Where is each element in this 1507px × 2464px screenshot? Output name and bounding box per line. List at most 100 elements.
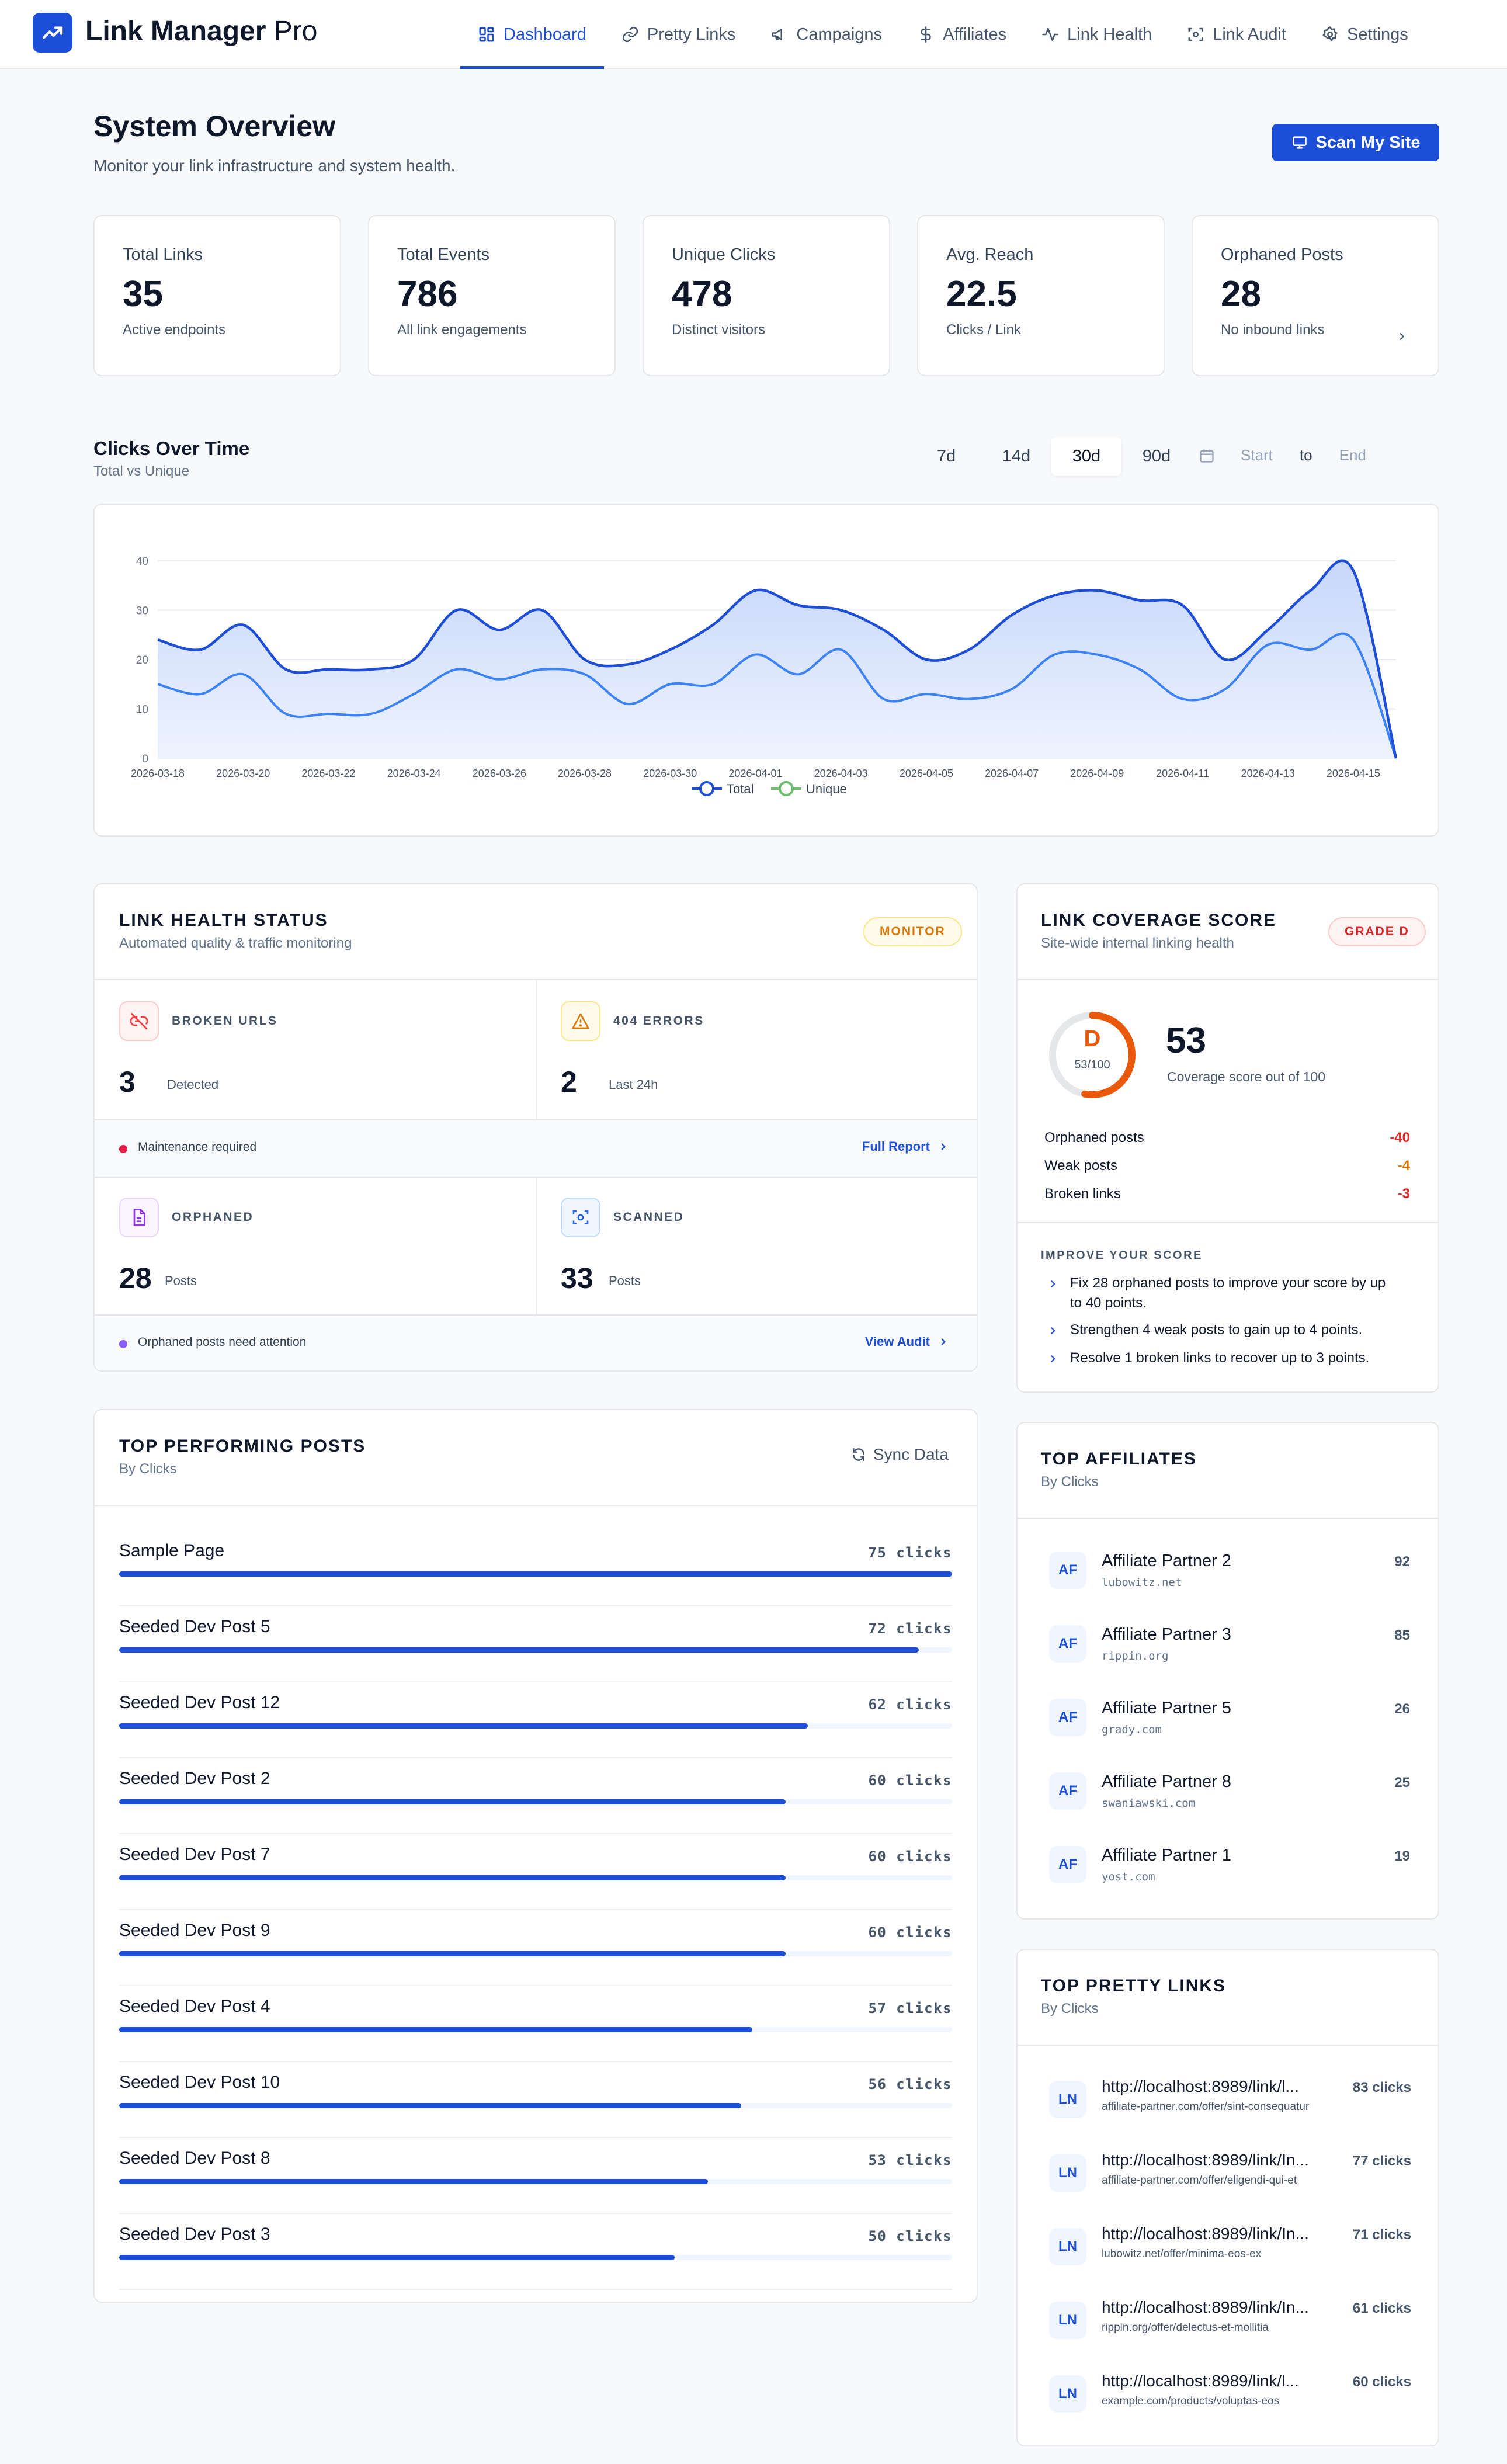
affiliate-name: Affiliate Partner 5 (1102, 1699, 1231, 1717)
post-progress-track (119, 1571, 952, 1577)
range-90d-button[interactable]: 90d (1142, 446, 1171, 466)
megaphone-icon (772, 29, 783, 40)
start-date-input[interactable]: Start (1241, 446, 1273, 464)
top-post-row[interactable]: Seeded Dev Post 8 53 clicks (119, 2138, 952, 2214)
affiliate-avatar: AF (1049, 1552, 1086, 1589)
post-progress-bar (119, 1875, 786, 1880)
dashboard-icon (479, 27, 494, 42)
affiliate-row[interactable]: AF Affiliate Partner 5 grady.com 26 (1042, 1687, 1418, 1761)
pretty-link-row[interactable]: LN http://localhost:8989/link/In... affili… (1042, 2140, 1418, 2214)
nav-link-health[interactable]: Link Health (1024, 0, 1169, 69)
stat-card-total-events: Total Events 786 All link engagements (368, 215, 616, 376)
nav-settings[interactable]: Settings (1304, 0, 1426, 69)
post-clicks: 60 clicks (868, 1848, 952, 1865)
full-report-link[interactable]: Full Report (862, 1139, 949, 1154)
range-30d-button[interactable]: 30d (1051, 437, 1121, 476)
pretty-link-row[interactable]: LN http://localhost:8989/link/l... example… (1042, 2361, 1418, 2435)
pretty-link-destination: affiliate-partner.com/offer/eligendi-qui… (1102, 2174, 1297, 2187)
pretty-link-url[interactable]: http://localhost:8989/link/In... (1102, 2151, 1309, 2169)
series-line-unique (157, 632, 1397, 759)
affiliate-row[interactable]: AF Affiliate Partner 1 yost.com 19 (1042, 1834, 1418, 1908)
nav-link-audit[interactable]: Link Audit (1169, 0, 1304, 69)
top-post-row[interactable]: Seeded Dev Post 12 62 clicks (119, 1682, 952, 1758)
chevron-right-icon (941, 1338, 946, 1345)
pretty-link-row[interactable]: LN http://localhost:8989/link/In... lubowi… (1042, 2214, 1418, 2288)
top-post-row[interactable]: Seeded Dev Post 5 72 clicks (119, 1606, 952, 1682)
broken-link-icon (119, 1001, 159, 1041)
stat-card-unique-clicks: Unique Clicks 478 Distinct visitors (643, 215, 890, 376)
nav-dashboard[interactable]: Dashboard (460, 0, 604, 69)
trending-up-logo-icon[interactable] (33, 13, 72, 53)
x-tick-label: 2026-03-24 (387, 768, 441, 779)
top-post-row[interactable]: Seeded Dev Post 3 50 clicks (119, 2214, 952, 2290)
post-name: Sample Page (119, 1541, 225, 1560)
pretty-link-url[interactable]: http://localhost:8989/link/l... (1102, 2077, 1299, 2095)
legend-unique-marker (779, 781, 794, 796)
metric-broken-links: Broken links -3 (1018, 1181, 1438, 1209)
nav-campaigns[interactable]: Campaigns (753, 0, 900, 69)
metric-weak-posts: Weak posts -4 (1018, 1153, 1438, 1181)
pretty-link-url[interactable]: http://localhost:8989/link/In... (1102, 2298, 1309, 2316)
post-clicks: 75 clicks (868, 1545, 952, 1561)
legend-total-marker (699, 781, 714, 796)
nav-affiliates[interactable]: Affiliates (900, 0, 1024, 69)
pretty-link-url[interactable]: http://localhost:8989/link/In... (1102, 2224, 1309, 2243)
x-tick-label: 2026-04-01 (728, 768, 782, 779)
calendar-icon[interactable] (1199, 447, 1215, 464)
view-audit-label: View Audit (864, 1334, 930, 1349)
stat-card-orphaned-posts[interactable]: Orphaned Posts 28 No inbound links (1192, 215, 1439, 376)
top-post-row[interactable]: Seeded Dev Post 9 60 clicks (119, 1910, 952, 1986)
clicks-over-time-chart: 0 10 20 30 40 2026-03-18 2026-03-20 2026-03-22 2… (131, 556, 1398, 796)
stat-value: 35 (123, 274, 163, 314)
post-name: Seeded Dev Post 5 (119, 1617, 270, 1636)
affiliate-name: Affiliate Partner 8 (1102, 1772, 1231, 1791)
top-post-row[interactable]: Seeded Dev Post 4 57 clicks (119, 1986, 952, 2062)
view-audit-link[interactable]: View Audit (865, 1334, 949, 1349)
card-subtitle: By Clicks (1041, 2001, 1099, 2017)
post-progress-track (119, 1799, 952, 1804)
sync-data-button[interactable]: Sync Data (851, 1445, 949, 1464)
top-post-row[interactable]: Sample Page 75 clicks (119, 1531, 952, 1606)
score-ring-graphic (1049, 1012, 1136, 1098)
x-tick-label: 2026-03-30 (643, 768, 697, 779)
post-clicks: 50 clicks (868, 2228, 952, 2244)
tip-text: Fix 28 orphaned posts to improve your sc… (1070, 1275, 1386, 1311)
app-title[interactable]: Link Manager Pro (85, 16, 318, 47)
pretty-link-destination: lubowitz.net/offer/minima-eos-ex (1102, 2248, 1262, 2260)
metric-label: Weak posts (1044, 1158, 1117, 1174)
post-clicks: 72 clicks (868, 1620, 952, 1637)
range-14d-button[interactable]: 14d (1002, 446, 1031, 466)
x-tick-label: 2026-03-28 (558, 768, 612, 779)
end-date-input[interactable]: End (1339, 446, 1366, 464)
pretty-link-destination: example.com/products/voluptas-eos (1102, 2395, 1280, 2407)
affiliate-row[interactable]: AF Affiliate Partner 2 lubowitz.net 92 (1042, 1540, 1418, 1613)
coverage-score: 53 (1166, 1021, 1206, 1061)
post-progress-track (119, 2103, 952, 2108)
nav-pretty-links[interactable]: Pretty Links (604, 0, 754, 69)
post-name: Seeded Dev Post 4 (119, 1997, 270, 2016)
affiliate-avatar: AF (1049, 1625, 1086, 1663)
top-post-row[interactable]: Seeded Dev Post 2 60 clicks (119, 1758, 952, 1834)
status-dot (119, 1145, 127, 1153)
score-ring: D 53/100 (1046, 1008, 1139, 1102)
card-title: LINK HEALTH STATUS (119, 911, 328, 930)
range-7d-button[interactable]: 7d (936, 446, 956, 466)
stat-value: 22.5 (946, 274, 1017, 314)
to-label: to (1299, 446, 1312, 464)
affiliate-row[interactable]: AF Affiliate Partner 8 swaniawski.com 25 (1042, 1761, 1418, 1834)
post-name: Seeded Dev Post 8 (119, 2149, 270, 2168)
scan-my-site-button[interactable]: Scan My Site (1272, 124, 1439, 161)
nav-label: Affiliates (943, 25, 1007, 44)
top-post-row[interactable]: Seeded Dev Post 7 60 clicks (119, 1834, 952, 1910)
affiliate-row[interactable]: AF Affiliate Partner 3 rippin.org 85 (1042, 1613, 1418, 1687)
gear-icon (1322, 26, 1338, 41)
top-affiliates-card: TOP AFFILIATES By Clicks AF Affiliate Par… (1016, 1422, 1439, 1920)
pretty-link-row[interactable]: LN http://localhost:8989/link/l... affilia… (1042, 2067, 1418, 2140)
stat-label: Total Events (397, 245, 489, 264)
top-post-row[interactable]: Seeded Dev Post 10 56 clicks (119, 2062, 952, 2138)
divider (536, 980, 537, 1120)
pretty-link-row[interactable]: LN http://localhost:8989/link/In... rippin… (1042, 2288, 1418, 2361)
pretty-link-url[interactable]: http://localhost:8989/link/l... (1102, 2372, 1299, 2390)
document-icon (119, 1198, 159, 1237)
top-pretty-links-card: TOP PRETTY LINKS By Clicks LN http://loca… (1016, 1949, 1439, 2446)
